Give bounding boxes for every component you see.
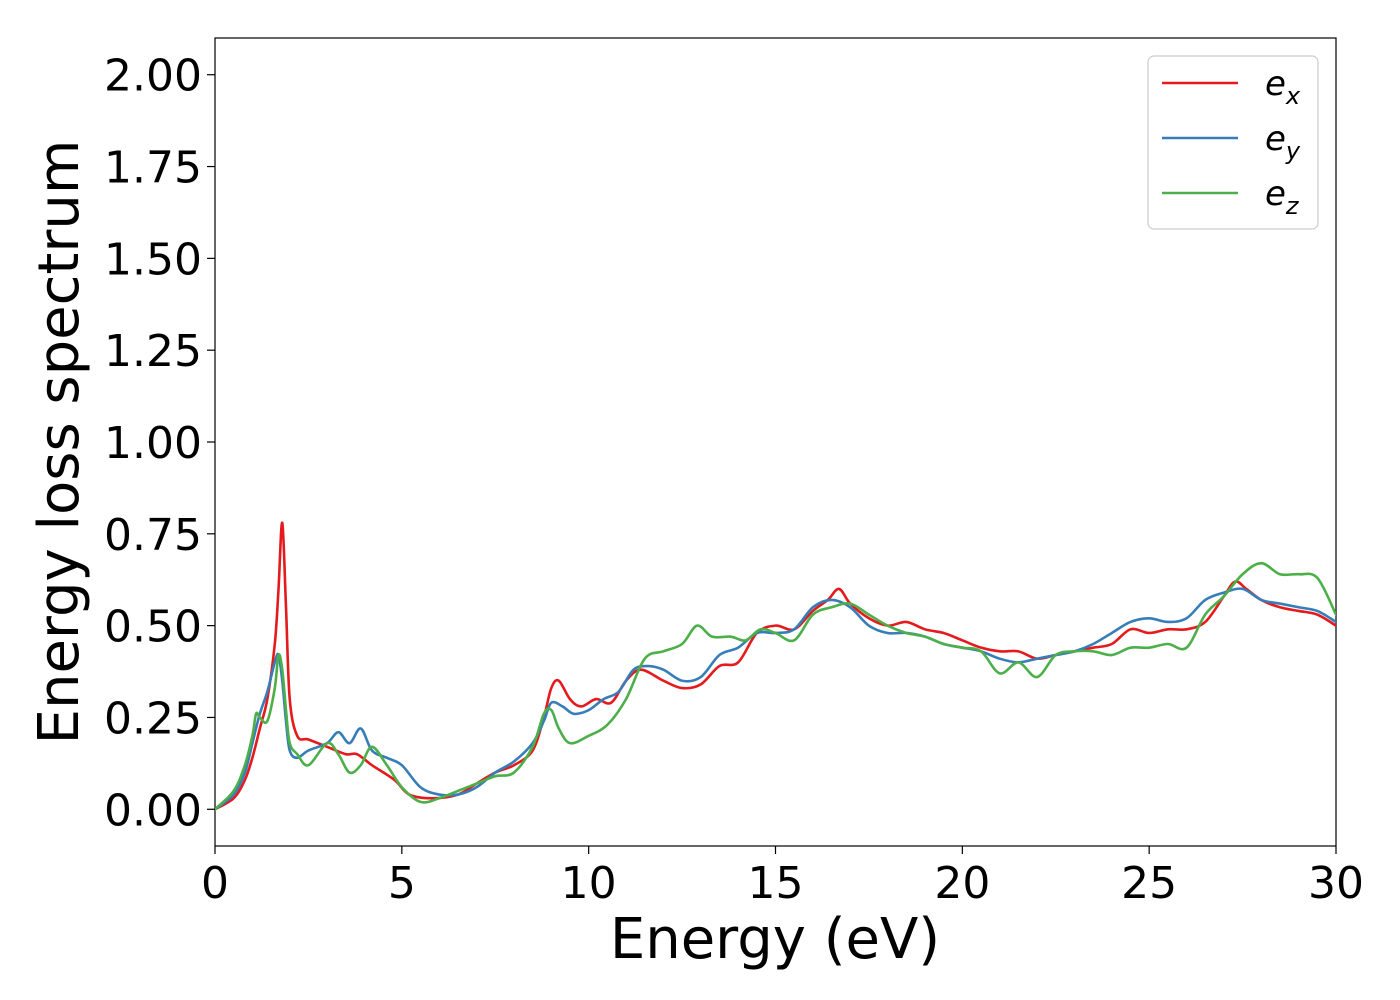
series-layer — [215, 521, 1336, 811]
legend-label-subscript: x — [1285, 82, 1301, 110]
series-line-ez — [215, 561, 1336, 811]
legend-label-subscript: y — [1285, 137, 1301, 165]
x-tick-label: 20 — [934, 858, 990, 909]
y-tick-label: 1.75 — [104, 143, 202, 194]
y-tick-label: 1.25 — [104, 326, 202, 377]
y-tick-label: 1.00 — [104, 418, 202, 469]
series-line-ex — [215, 521, 1336, 811]
x-tick-label: 30 — [1308, 858, 1364, 909]
legend-label-ez: ez — [1265, 174, 1300, 220]
legend-label-ex: ex — [1265, 64, 1301, 110]
x-tick-label: 25 — [1121, 858, 1177, 909]
y-tick-label: 2.00 — [104, 51, 202, 102]
x-tick-label: 10 — [561, 858, 617, 909]
y-tick-label: 0.75 — [104, 510, 202, 561]
x-tick-label: 0 — [201, 858, 229, 909]
x-axis: 0 5 10 15 20 25 30 — [201, 846, 1364, 909]
y-axis-title: Energy loss spectrum — [27, 140, 92, 745]
legend-label-base: e — [1265, 119, 1286, 159]
legend-label-ey: ey — [1265, 119, 1301, 165]
legend-label-subscript: z — [1285, 192, 1300, 220]
y-tick-label: 1.50 — [104, 234, 202, 285]
series-line-ey — [215, 587, 1336, 811]
x-tick-label: 15 — [748, 858, 804, 909]
legend-box — [1147, 55, 1319, 230]
legend-label-base: e — [1265, 64, 1286, 104]
legend-label-base: e — [1265, 174, 1286, 214]
x-tick-label: 5 — [388, 858, 416, 909]
y-axis: 0.00 0.25 0.50 0.75 1.00 1.25 1.50 1.75 2.00 — [104, 51, 215, 836]
y-tick-label: 0.25 — [104, 693, 202, 744]
x-axis-title: Energy (eV) — [610, 907, 940, 972]
y-tick-label: 0.00 — [104, 785, 202, 836]
y-tick-label: 0.50 — [104, 602, 202, 653]
